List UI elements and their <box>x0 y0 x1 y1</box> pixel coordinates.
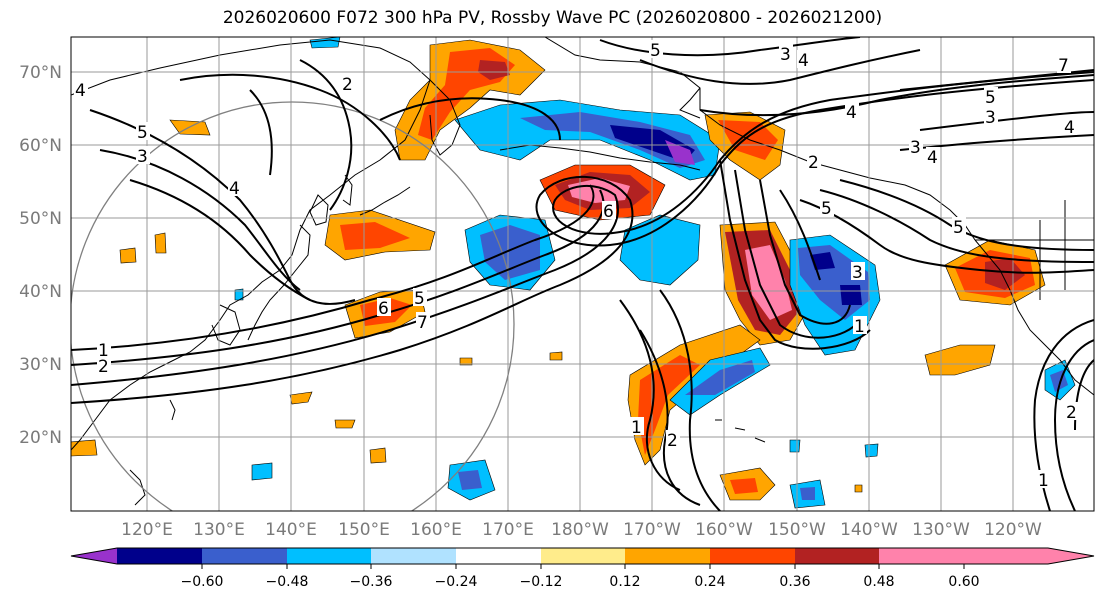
longitude-labels: 120°E 130°E 140°E 150°E 160°E 170°E 180°… <box>121 520 1042 540</box>
contour-label: 4 <box>798 51 809 71</box>
lon-label: 140°E <box>265 520 317 540</box>
contour-label: 3 <box>137 147 148 167</box>
contour-label: 4 <box>846 103 857 123</box>
contour-label: 3 <box>780 45 791 65</box>
lon-label: 170°W <box>623 520 681 540</box>
colorbar: −0.60 −0.48 −0.36 −0.24 −0.12 0.12 0.24 … <box>70 547 1095 590</box>
contour-label: 1 <box>98 341 109 361</box>
lon-label: 150°E <box>338 520 390 540</box>
lat-label: 30°N <box>19 355 62 375</box>
colorbar-tick-label: −0.48 <box>266 574 309 590</box>
contour-label: 5 <box>985 88 996 108</box>
lon-label: 120°E <box>121 520 173 540</box>
contour-label: 6 <box>378 299 389 319</box>
colorbar-tick-label: −0.60 <box>181 574 224 590</box>
contour-label: 3 <box>985 108 996 128</box>
colorbar-tick-label: 0.12 <box>609 574 640 590</box>
lat-label: 70°N <box>19 63 62 83</box>
contour-labels: 2 4 5 3 4 1 2 6 5 7 6 5 3 4 <box>74 40 1079 491</box>
latitude-labels: 70°N 60°N 50°N 40°N 30°N 20°N <box>19 63 62 448</box>
map-title: 2026020600 F072 300 hPa PV, Rossby Wave … <box>222 8 883 28</box>
colorbar-segment <box>117 548 202 564</box>
contour-label: 4 <box>229 179 240 199</box>
map-border <box>70 36 1095 512</box>
lon-label: 130°E <box>193 520 245 540</box>
contour-label: 4 <box>75 81 86 101</box>
colorbar-tick-label: 0.60 <box>948 574 979 590</box>
contour-label: 6 <box>603 202 614 222</box>
colorbar-tick-label: −0.36 <box>350 574 393 590</box>
colorbar-segment <box>795 548 879 564</box>
lon-label: 140°W <box>840 520 898 540</box>
colorbar-extend-low <box>71 548 117 564</box>
lon-label: 170°E <box>482 520 534 540</box>
contour-label: 1 <box>1038 471 1049 491</box>
contour-label: 2 <box>808 153 819 173</box>
lon-label: 180°W <box>551 520 609 540</box>
lon-label: 120°W <box>984 520 1042 540</box>
contour-label: 5 <box>650 41 661 61</box>
contour-label: 7 <box>1058 56 1069 76</box>
contour-label: 7 <box>417 313 428 333</box>
contour-label: 5 <box>821 199 832 219</box>
contour-label: 2 <box>98 357 109 377</box>
contour-label: 2 <box>667 431 678 451</box>
colorbar-tick-label: −0.12 <box>520 574 563 590</box>
contour-label: 5 <box>137 123 148 143</box>
colorbar-segment <box>625 548 710 564</box>
contour-label: 1 <box>631 418 642 438</box>
colorbar-segment <box>371 548 456 564</box>
colorbar-extend-high <box>964 548 1094 564</box>
contour-label: 2 <box>342 75 353 95</box>
colorbar-tick-label: −0.24 <box>435 574 478 590</box>
colorbar-tick-label: 0.48 <box>863 574 894 590</box>
colorbar-tick-label: 0.36 <box>779 574 810 590</box>
contour-label: 3 <box>910 138 921 158</box>
contour-label: 4 <box>927 148 938 168</box>
colorbar-segment <box>879 548 964 564</box>
colorbar-tick-label: 0.24 <box>694 574 725 590</box>
colorbar-segment <box>202 548 287 564</box>
lon-label: 150°W <box>768 520 826 540</box>
colorbar-segment <box>710 548 795 564</box>
contour-label: 1 <box>854 317 865 337</box>
contour-label: 3 <box>852 263 863 283</box>
colorbar-segment <box>287 548 371 564</box>
contour-label: 5 <box>414 289 425 309</box>
lon-label: 130°W <box>912 520 970 540</box>
pv-contours <box>71 37 1094 511</box>
region-circle <box>71 101 515 511</box>
lat-label: 50°N <box>19 209 62 229</box>
lat-label: 20°N <box>19 428 62 448</box>
lon-label: 160°E <box>410 520 462 540</box>
contour-label: 4 <box>1064 118 1075 138</box>
colorbar-segment <box>541 548 625 564</box>
lon-label: 160°W <box>695 520 753 540</box>
colorbar-segment <box>456 548 541 564</box>
contour-label: 2 <box>1066 403 1077 423</box>
contour-label: 5 <box>953 218 964 238</box>
lat-label: 40°N <box>19 282 62 302</box>
lat-label: 60°N <box>19 136 62 156</box>
